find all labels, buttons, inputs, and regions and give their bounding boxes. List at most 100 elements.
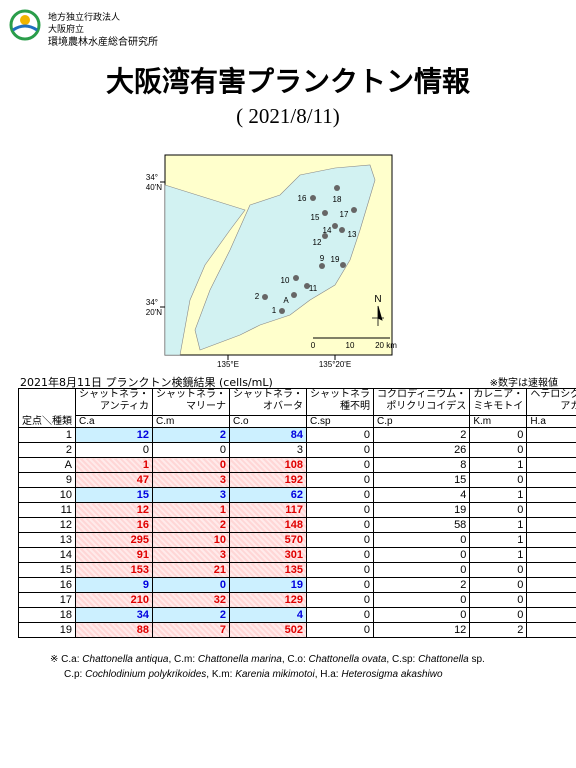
value-cell: 0 <box>469 577 528 593</box>
value-cell: 0 <box>526 442 576 458</box>
table: 定点＼種類 シャットネラ・ アンティカ シャットネラ・ マリーナ シャットネラ・ オバータシ… <box>18 388 576 638</box>
station-cell: 10 <box>18 487 76 503</box>
header-cell: シャットネラ・ アンティカ <box>75 388 153 416</box>
station-label: 17 <box>340 210 349 219</box>
station-label: 19 <box>331 255 340 264</box>
value-cell: 1 <box>469 517 528 533</box>
value-cell: 84 <box>229 427 307 443</box>
station-cell: 11 <box>18 502 76 518</box>
data-row: 1834240000 <box>18 607 576 623</box>
value-cell: 0 <box>526 547 576 563</box>
species-name: ヘテロシグマ・ <box>530 389 576 401</box>
value-cell: 0 <box>152 442 230 458</box>
value-cell: 9 <box>75 577 153 593</box>
header-cell: カレニア・ ミキモトイ <box>469 388 528 416</box>
data-row: 1216214805810 <box>18 517 576 533</box>
species-name: カレニア・ <box>473 389 524 401</box>
value-cell: 0 <box>306 502 374 518</box>
code-row: C.a C.m C.o C.sp C.p K.m H.a <box>19 415 576 428</box>
value-cell: 0 <box>469 442 528 458</box>
value-cell: 153 <box>75 562 153 578</box>
value-cell: 1 <box>469 547 528 563</box>
species-name: シャットネラ・ <box>156 389 226 401</box>
station-dot <box>319 263 325 269</box>
value-cell: 2 <box>152 607 230 623</box>
value-cell: 1 <box>469 487 528 503</box>
species-name: シャットネラ <box>310 389 370 401</box>
value-cell: 0 <box>372 562 471 578</box>
value-cell: 301 <box>229 547 307 563</box>
value-cell: 0 <box>526 502 576 518</box>
north-label: N <box>374 294 381 305</box>
station-label: 15 <box>311 213 320 222</box>
code-cell: C.a <box>75 415 153 428</box>
species-name: コクロディニウム・ <box>377 389 467 401</box>
value-cell: 58 <box>372 517 471 533</box>
value-cell: 0 <box>306 607 374 623</box>
value-cell: 295 <box>75 532 153 548</box>
value-cell: 117 <box>229 502 307 518</box>
value-cell: 0 <box>526 472 576 488</box>
map: 34° 40'N 34° 20'N 135°E 135°20'E 0 10 20… <box>146 154 397 369</box>
value-cell: 0 <box>152 577 230 593</box>
value-cell: 12 <box>75 427 153 443</box>
footnote-text: Chattonella ovata <box>308 654 387 665</box>
logo <box>9 9 41 41</box>
header-cell: ヘテロシグマ・アカシオ <box>526 388 576 416</box>
value-cell: 0 <box>526 622 576 638</box>
org-line: 大阪府立 <box>48 25 85 35</box>
value-cell: 32 <box>152 592 230 608</box>
value-cell: 19 <box>372 502 471 518</box>
value-cell: 0 <box>526 427 576 443</box>
value-cell: 0 <box>306 622 374 638</box>
value-cell: 12 <box>372 622 471 638</box>
station-label: 18 <box>333 195 342 204</box>
value-cell: 0 <box>526 532 576 548</box>
value-cell: 0 <box>306 472 374 488</box>
footnote-text: , H.a: <box>314 669 342 680</box>
value-cell: 7 <box>152 622 230 638</box>
species-name: 種不明 <box>340 401 370 412</box>
value-cell: 0 <box>152 457 230 473</box>
station-dot <box>351 207 357 213</box>
code-cell: C.p <box>372 415 471 428</box>
value-cell: 0 <box>469 472 528 488</box>
header-cell: コクロディニウム・ ポリクリコイデス <box>372 388 471 416</box>
footnote-text: Chattonella <box>418 654 469 665</box>
species-name: ポリクリコイデス <box>386 401 467 412</box>
value-cell: 3 <box>229 442 307 458</box>
value-cell: 0 <box>306 532 374 548</box>
data-row: 1988750201220 <box>18 622 576 638</box>
code-cell: C.o <box>229 415 307 428</box>
data-row: A101080810 <box>18 457 576 473</box>
scale-label: 0 <box>311 341 316 350</box>
value-cell: 2 <box>469 622 528 638</box>
value-cell: 129 <box>229 592 307 608</box>
table-caption: 2021年8月11日 プランクトン検鏡結果 (cells/mL) <box>20 376 273 389</box>
station-dot <box>340 262 346 268</box>
value-cell: 0 <box>526 457 576 473</box>
code-cell: H.a <box>526 415 576 428</box>
footnote: ※ C.a: Chattonella antiqua, C.m: Chatton… <box>50 652 485 682</box>
value-cell: 148 <box>229 517 307 533</box>
value-cell: 0 <box>469 502 528 518</box>
footnote-text: , C.o: <box>281 654 309 665</box>
value-cell: 0 <box>306 592 374 608</box>
value-cell: 3 <box>152 547 230 563</box>
value-cell: 0 <box>372 592 471 608</box>
value-cell: 192 <box>229 472 307 488</box>
station-cell: A <box>18 457 76 473</box>
value-cell: 502 <box>229 622 307 638</box>
station-label: 12 <box>313 238 322 247</box>
data-row: 13295105700010 <box>18 532 576 548</box>
lat-min: 40'N <box>146 183 162 192</box>
value-cell: 10 <box>152 532 230 548</box>
species-name: シャットネラ・ <box>79 389 149 401</box>
species-name: オバータ <box>263 401 303 412</box>
footnote-text: , K.m: <box>206 669 236 680</box>
code-cell: C.m <box>152 415 230 428</box>
value-cell: 0 <box>306 517 374 533</box>
footnote-line: ※ C.a: Chattonella antiqua, C.m: Chatton… <box>50 652 485 667</box>
value-cell: 3 <box>152 472 230 488</box>
